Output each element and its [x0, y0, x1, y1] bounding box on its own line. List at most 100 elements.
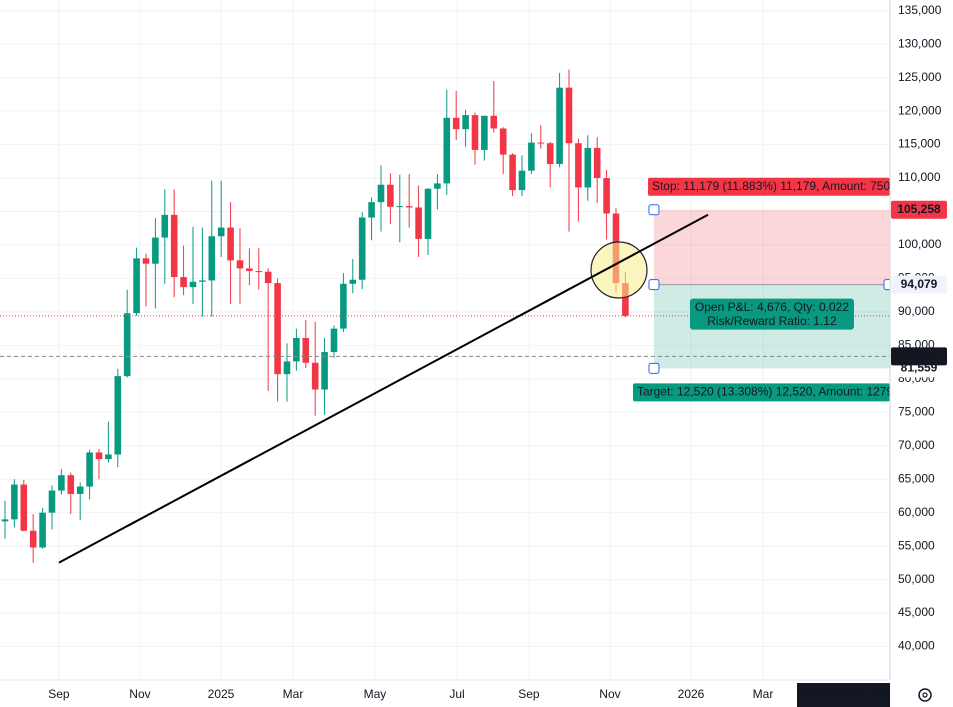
candle-body	[11, 484, 18, 520]
stop-price-label: 105,258	[897, 202, 941, 216]
candle-body	[358, 217, 366, 280]
candle-body	[105, 454, 112, 460]
y-tick-label: 115,000	[898, 137, 941, 151]
y-tick-label: 45,000	[898, 605, 935, 619]
candle-body	[95, 452, 103, 460]
candle-body	[48, 490, 56, 513]
candle-body	[575, 143, 582, 188]
candle-body	[180, 277, 187, 288]
candle-body	[199, 280, 206, 282]
y-tick-label: 110,000	[898, 170, 941, 184]
candle-body	[236, 260, 244, 269]
x-tick-label: Jul	[449, 687, 464, 701]
candle-body	[20, 484, 28, 531]
candle-body	[565, 87, 573, 144]
candle-body	[208, 236, 216, 281]
candle-body	[499, 128, 507, 155]
candle-body	[622, 283, 629, 316]
candle-body	[29, 530, 37, 548]
drag-handle[interactable]	[648, 204, 660, 216]
crosshair-date-bg	[797, 683, 890, 707]
candle-body	[114, 376, 122, 455]
plot-area	[0, 0, 890, 680]
y-tick-label: 60,000	[898, 505, 935, 519]
gear-icon-center[interactable]	[922, 692, 928, 698]
candle-body	[283, 361, 291, 375]
candle-body	[302, 337, 310, 363]
candle-body	[443, 117, 451, 184]
crosshair-date: Mon 08 Jun '26	[802, 687, 884, 701]
candle-body	[86, 452, 93, 487]
candle-body	[58, 475, 65, 491]
stop-label: Stop: 11,179 (11.883%) 11,179, Amount: 7…	[652, 179, 890, 193]
x-tick-label: Sep	[48, 687, 70, 701]
candle-body	[293, 337, 300, 362]
x-tick-label: Nov	[129, 687, 150, 701]
candle-body	[377, 184, 385, 203]
gear-icon[interactable]	[918, 688, 932, 702]
x-tick-label: Mar	[283, 687, 304, 701]
candle-body	[217, 227, 225, 237]
y-tick-label: 50,000	[898, 572, 935, 586]
x-tick-label: May	[364, 687, 387, 701]
y-tick-label: 90,000	[898, 304, 935, 318]
x-tick-label: Sep	[518, 687, 540, 701]
y-tick-label: 55,000	[898, 538, 935, 552]
overlay: Stop: 11,179 (11.883%) 11,179, Amount: 7…	[58, 177, 895, 564]
drag-handle[interactable]	[648, 362, 660, 374]
candle-body	[518, 170, 526, 191]
candle-body	[546, 143, 554, 164]
candle-body	[246, 268, 253, 272]
candle-body	[67, 475, 75, 494]
candle-body	[189, 281, 197, 288]
y-tick-label: 65,000	[898, 471, 935, 485]
candle-body	[509, 154, 516, 191]
candle-body	[584, 147, 592, 188]
settings-button[interactable]	[918, 688, 932, 702]
candle-body	[340, 283, 347, 329]
candle-body	[274, 283, 281, 375]
stop-label-bg	[647, 177, 890, 196]
candle-body	[556, 87, 563, 164]
ratio-text: Risk/Reward Ratio: 1.12	[707, 314, 837, 328]
candle-body	[528, 142, 535, 171]
pnl-text: Open P&L: 4,676, Qty: 0.022	[695, 300, 849, 314]
candle-body	[1, 519, 9, 522]
candle-body	[170, 214, 178, 278]
trendline	[58, 213, 709, 564]
y-tick-label: 135,000	[898, 3, 942, 17]
candle-body	[481, 115, 488, 150]
candle-body	[396, 206, 404, 208]
candle-body	[142, 258, 150, 264]
price-line-label-bg	[891, 347, 947, 366]
time-axis-bg	[0, 680, 953, 707]
candle-body	[161, 214, 169, 238]
stop-zone	[653, 209, 890, 285]
price-line-label: 83,348	[901, 349, 938, 363]
candle-body	[434, 183, 441, 189]
candle-body	[321, 352, 328, 390]
candle-body	[603, 178, 610, 214]
x-tick-label: Mar	[753, 687, 774, 701]
candle-body	[537, 142, 545, 144]
y-tick-label: 70,000	[898, 438, 935, 452]
candle-body	[405, 206, 413, 208]
candle-body	[39, 512, 46, 548]
candle-body	[330, 328, 338, 353]
entry-price-label-bg	[891, 275, 947, 294]
x-tick-label: Nov	[599, 687, 620, 701]
axis-labels: 40,000 45,000 50,000 55,000 60,000 65,000 70,0…	[48, 3, 947, 707]
candle-body	[349, 279, 357, 284]
candle-body	[123, 313, 131, 377]
candle-body	[490, 115, 498, 129]
candle-body	[133, 258, 140, 314]
target-label-bg	[632, 383, 890, 402]
y-tick-label: 125,000	[898, 70, 942, 84]
candle-body	[255, 271, 263, 273]
candle-body	[452, 117, 460, 130]
drag-handle[interactable]	[648, 279, 660, 291]
entry-price-label: 94,079	[901, 277, 938, 291]
y-tick-label: 120,000	[898, 103, 942, 117]
